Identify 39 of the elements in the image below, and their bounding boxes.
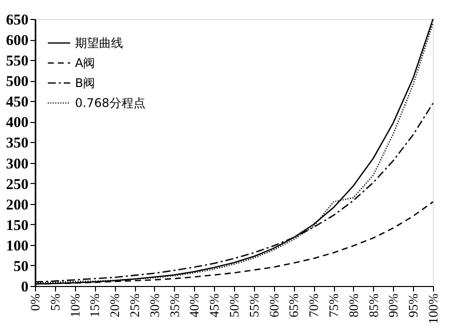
x-tick-label: 35% bbox=[166, 293, 182, 318]
x-tick-label: 5% bbox=[47, 293, 62, 311]
x-tick-label: 50% bbox=[226, 293, 242, 318]
x-tick-label: 10% bbox=[67, 293, 82, 318]
y-tick-label: 550 bbox=[6, 54, 28, 70]
x-tick-label: 95% bbox=[406, 293, 421, 318]
x-tick-label: 20% bbox=[107, 293, 122, 318]
y-tick-label: 200 bbox=[6, 197, 28, 214]
x-tick-label: 100% bbox=[426, 293, 440, 324]
x-tick-label: 85% bbox=[366, 293, 381, 318]
y-tick-label: 450 bbox=[6, 94, 28, 111]
x-tick-label: 55% bbox=[246, 293, 262, 318]
x-tick-label: 30% bbox=[146, 293, 162, 318]
x-tick-label: 40% bbox=[186, 293, 202, 318]
y-tick-label: 150 bbox=[6, 218, 28, 234]
y-tick-label: 50 bbox=[14, 258, 28, 275]
x-tick-label: 0% bbox=[28, 293, 42, 311]
y-tick-label: 250 bbox=[6, 176, 28, 193]
x-tick-label: 45% bbox=[206, 293, 222, 318]
y-tick-label: 100 bbox=[6, 238, 28, 254]
x-tick-label: 25% bbox=[127, 293, 142, 318]
y-tick-label: 500 bbox=[6, 74, 28, 90]
y-tick-label: 0 bbox=[21, 280, 28, 296]
x-tick-label: 15% bbox=[87, 293, 102, 318]
y-tick-label: 300 bbox=[6, 156, 28, 172]
legend-label: B阀 bbox=[75, 76, 96, 90]
legend-label: 期望曲线 bbox=[75, 36, 123, 50]
y-tick-label: 650 bbox=[6, 12, 28, 28]
y-tick-label: 400 bbox=[6, 115, 28, 132]
legend-label: A阀 bbox=[75, 56, 96, 70]
y-tick-label: 600 bbox=[6, 33, 28, 50]
x-tick-label: 70% bbox=[306, 293, 322, 318]
x-tick-label: 60% bbox=[266, 293, 282, 318]
x-tick-label: 80% bbox=[346, 293, 361, 318]
legend-label: 0.768分程点 bbox=[75, 96, 146, 110]
x-tick-label: 65% bbox=[286, 293, 302, 318]
y-tick-label: 350 bbox=[6, 136, 28, 152]
x-tick-label: 75% bbox=[326, 293, 341, 318]
x-tick-label: 90% bbox=[386, 293, 401, 318]
